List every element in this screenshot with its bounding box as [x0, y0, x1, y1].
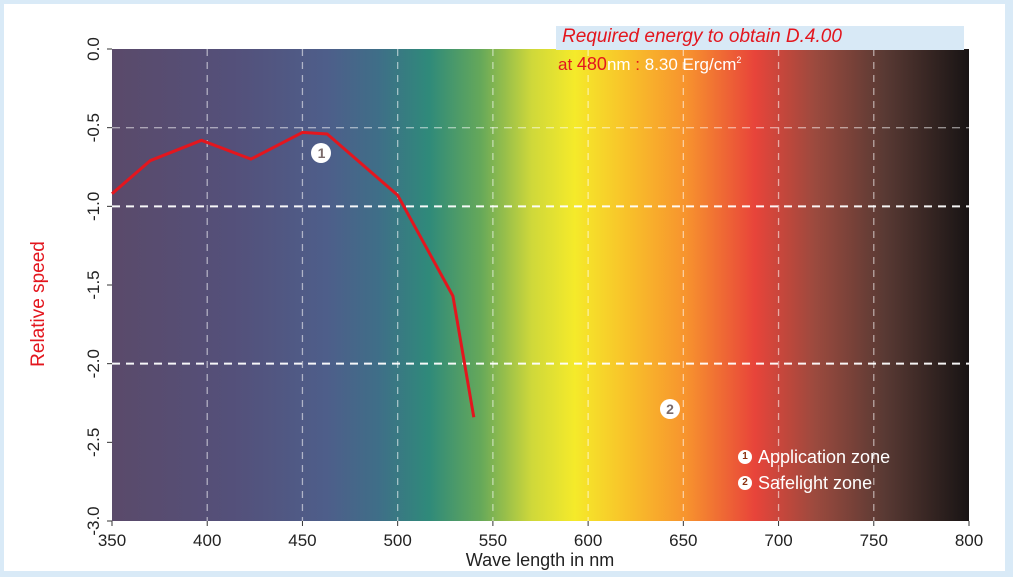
- y-tick-label-4: -2.0: [84, 349, 103, 378]
- x-tick-label-750: 750: [860, 531, 888, 550]
- x-tick-label-350: 350: [98, 531, 126, 550]
- x-tick-label-600: 600: [574, 531, 602, 550]
- y-tick-label-3: -1.5: [84, 270, 103, 299]
- x-tick-label-450: 450: [288, 531, 316, 550]
- y-axis-label: Relative speed: [28, 241, 49, 367]
- x-tick-label-400: 400: [193, 531, 221, 550]
- x-tick-label-800: 800: [955, 531, 983, 550]
- x-tick-labels: 350 400 450 500 550 600 650 700 750 800: [98, 531, 983, 550]
- relative-speed-chart: 350 400 450 500 550 600 650 700 750 800 0.0 -0.5 -1…: [28, 37, 983, 570]
- zone-legend: 1 Application zone 2 Safelight zone: [738, 444, 890, 496]
- annotation-energy: 8.30 Erg/cm: [644, 55, 737, 74]
- axis-ticks: [107, 48, 970, 526]
- annotation-unit: nm: [606, 55, 631, 74]
- y-tick-label-5: -2.5: [84, 428, 103, 457]
- legend-item-application: 1 Application zone: [738, 444, 890, 470]
- y-tick-label-2: -1.0: [84, 192, 103, 221]
- annotation-box: [556, 26, 964, 50]
- safelight-zone-marker: 2: [660, 399, 680, 420]
- annotation-value: at 480nm : 8.30 Erg/cm2: [558, 54, 741, 75]
- x-tick-label-650: 650: [669, 531, 697, 550]
- speed-curve-line: [111, 130, 476, 418]
- annotation-title: Required energy to obtain D.4.00: [562, 26, 842, 47]
- legend-bullet-2: 2: [738, 476, 752, 490]
- annotation-prefix: at: [558, 55, 577, 74]
- x-tick-label-700: 700: [764, 531, 792, 550]
- x-axis-label: Wave length in nm: [466, 550, 614, 570]
- annotation-energy-exponent: 2: [736, 55, 742, 65]
- x-tick-label-550: 550: [479, 531, 507, 550]
- y-tick-label-0: 0.0: [84, 37, 103, 61]
- legend-item-safelight: 2 Safelight zone: [738, 470, 890, 496]
- legend-label-safelight: Safelight zone: [758, 472, 873, 493]
- y-tick-labels: 0.0 -0.5 -1.0 -1.5 -2.0 -2.5 -3.0: [84, 37, 103, 535]
- grid-lines: [112, 49, 969, 521]
- y-tick-label-6: -3.0: [84, 506, 103, 535]
- annotation-wavelength: 480: [576, 54, 607, 74]
- legend-bullet-1: 1: [738, 450, 752, 464]
- chart-frame: 350 400 450 500 550 600 650 700 750 800 0.0 -0.5 -1…: [4, 4, 1005, 571]
- legend-label-application: Application zone: [758, 446, 891, 467]
- y-tick-label-1: -0.5: [84, 113, 103, 142]
- x-tick-label-500: 500: [383, 531, 411, 550]
- annotation-separator: :: [630, 55, 645, 74]
- application-zone-marker: 1: [311, 142, 332, 163]
